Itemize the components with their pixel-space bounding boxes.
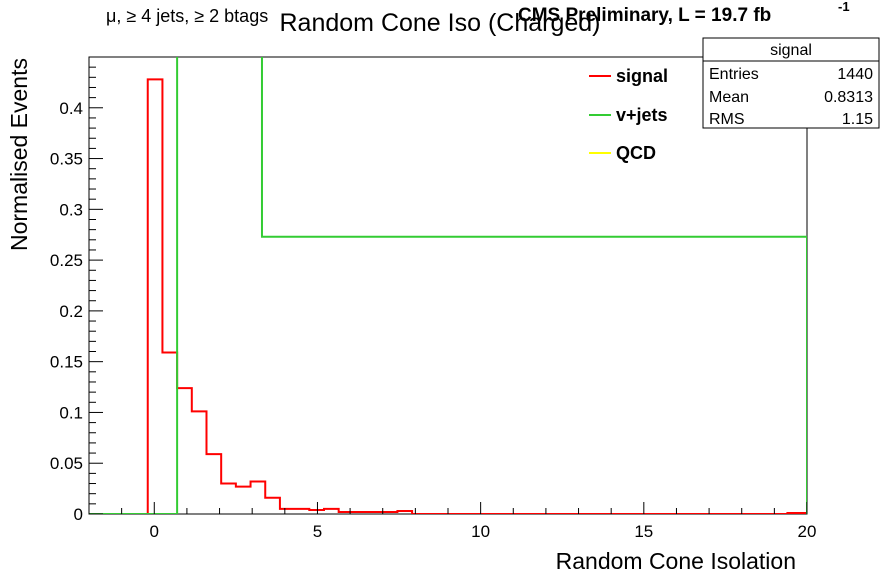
x-tick-label: 15 bbox=[634, 522, 653, 541]
x-tick-label: 0 bbox=[150, 522, 159, 541]
stats-entries-value: 1440 bbox=[837, 66, 873, 83]
series-v-jets-line bbox=[89, 57, 807, 514]
plot-series bbox=[89, 57, 807, 514]
x-tick-label: 20 bbox=[798, 522, 817, 541]
plot-frame bbox=[88, 56, 808, 515]
x-axis-label: Random Cone Isolation bbox=[556, 548, 796, 572]
legend-signal-label: signal bbox=[616, 66, 668, 86]
y-tick-label: 0 bbox=[74, 505, 83, 524]
stats-box: signal Entries 1440 Mean 0.8313 RMS 1.15 bbox=[702, 37, 880, 129]
x-tick-label: 5 bbox=[313, 522, 322, 541]
legend-qcd-label: QCD bbox=[616, 143, 656, 163]
stats-entries-label: Entries bbox=[709, 66, 759, 83]
chart-title: Random Cone Iso (Charged) bbox=[280, 9, 601, 37]
y-tick-label: 0.4 bbox=[59, 99, 83, 118]
legend-vjets-label: v+jets bbox=[616, 105, 668, 125]
y-tick-label: 0.2 bbox=[59, 302, 83, 321]
y-axis-label: Normalised Events bbox=[6, 58, 32, 251]
stats-rms-value: 1.15 bbox=[842, 111, 873, 128]
stats-mean-label: Mean bbox=[709, 89, 749, 106]
y-tick-label: 0.35 bbox=[50, 150, 83, 169]
axis-ticks: 0 5 10 15 20 0 0.05 0.1 0.15 0.2 0.25 0.3 0.35 0.4 bbox=[50, 56, 817, 541]
y-tick-label: 0.05 bbox=[50, 454, 83, 473]
stats-rms-label: RMS bbox=[709, 111, 745, 128]
stats-mean-value: 0.8313 bbox=[824, 89, 873, 106]
cms-annotation-superscript: -1 bbox=[838, 0, 850, 14]
y-tick-label: 0.15 bbox=[50, 353, 83, 372]
y-tick-label: 0.3 bbox=[59, 200, 83, 219]
legend: signal v+jets QCD bbox=[589, 66, 668, 163]
series-signal-line bbox=[89, 78, 807, 514]
stats-box-frame bbox=[702, 37, 880, 129]
cms-annotation: CMS Preliminary, L = 19.7 fb bbox=[518, 5, 771, 26]
selection-annotation: μ, ≥ 4 jets, ≥ 2 btags bbox=[106, 6, 268, 26]
plot-axes bbox=[88, 56, 808, 515]
stats-box-title: signal bbox=[770, 42, 812, 59]
y-tick-label: 0.1 bbox=[59, 403, 83, 422]
x-tick-label: 10 bbox=[471, 522, 490, 541]
y-tick-label: 0.25 bbox=[50, 251, 83, 270]
